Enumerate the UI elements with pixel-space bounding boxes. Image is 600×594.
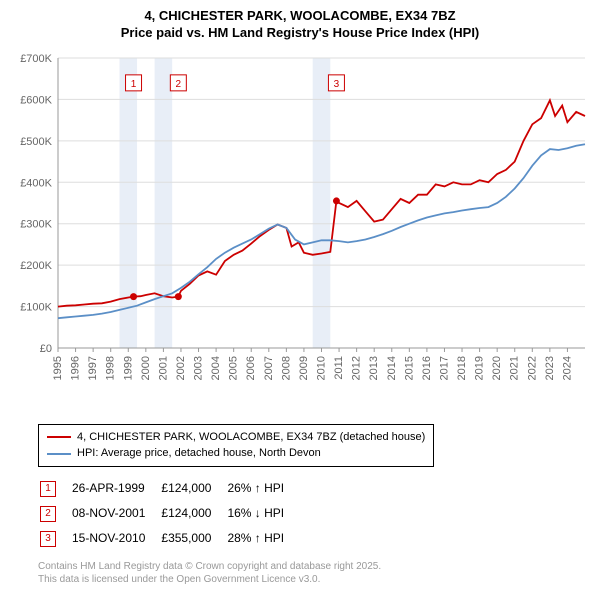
marker-date: 15-NOV-2010: [72, 527, 159, 550]
marker-number-box: 2: [40, 506, 56, 522]
x-tick-label: 2014: [386, 356, 398, 380]
footer: Contains HM Land Registry data © Crown c…: [38, 560, 590, 586]
x-tick-label: 1997: [87, 356, 99, 380]
title-block: 4, CHICHESTER PARK, WOOLACOMBE, EX34 7BZ…: [10, 8, 590, 42]
x-tick-label: 1999: [122, 356, 134, 380]
x-tick-label: 2009: [298, 356, 310, 380]
marker-dot: [130, 293, 137, 300]
x-tick-label: 2022: [526, 356, 538, 380]
marker-dot: [175, 293, 182, 300]
x-tick-label: 2001: [157, 356, 169, 380]
x-tick-label: 1996: [70, 356, 82, 380]
marker-box-number: 1: [131, 79, 137, 90]
x-tick-label: 2013: [368, 356, 380, 380]
x-tick-label: 2003: [193, 356, 205, 380]
legend-swatch: [47, 453, 71, 455]
x-tick-label: 2007: [263, 356, 275, 380]
y-tick-label: £0: [40, 343, 52, 355]
marker-delta: 26% ↑ HPI: [227, 477, 298, 500]
y-tick-label: £300K: [20, 218, 52, 230]
footer-line-1: Contains HM Land Registry data © Crown c…: [38, 560, 590, 573]
legend-row: HPI: Average price, detached house, Nort…: [47, 445, 425, 462]
title-line-1: 4, CHICHESTER PARK, WOOLACOMBE, EX34 7BZ: [10, 8, 590, 25]
marker-delta: 28% ↑ HPI: [227, 527, 298, 550]
y-tick-label: £400K: [20, 177, 52, 189]
x-tick-label: 2012: [351, 356, 363, 380]
chart-container: 4, CHICHESTER PARK, WOOLACOMBE, EX34 7BZ…: [0, 0, 600, 594]
y-tick-label: £100K: [20, 301, 52, 313]
x-tick-label: 2008: [280, 356, 292, 380]
marker-price: £124,000: [161, 502, 225, 525]
marker-date: 08-NOV-2001: [72, 502, 159, 525]
marker-delta: 16% ↓ HPI: [227, 502, 298, 525]
marker-row: 1 26-APR-1999£124,00026% ↑ HPI: [40, 477, 298, 500]
marker-row: 3 15-NOV-2010£355,00028% ↑ HPI: [40, 527, 298, 550]
marker-box-number: 2: [176, 79, 182, 90]
marker-number-box: 3: [40, 531, 56, 547]
x-tick-label: 2018: [456, 356, 468, 380]
y-tick-label: £500K: [20, 136, 52, 148]
y-tick-label: £700K: [20, 53, 52, 65]
x-tick-label: 2010: [316, 356, 328, 380]
y-tick-label: £600K: [20, 94, 52, 106]
title-line-2: Price paid vs. HM Land Registry's House …: [10, 25, 590, 42]
x-tick-label: 2004: [210, 356, 222, 380]
legend-label: 4, CHICHESTER PARK, WOOLACOMBE, EX34 7BZ…: [77, 429, 425, 446]
legend-box: 4, CHICHESTER PARK, WOOLACOMBE, EX34 7BZ…: [38, 424, 434, 467]
x-tick-label: 2005: [228, 356, 240, 380]
line-chart-svg: £0 £100K £200K £300K £400K £500K £600K £700K 199…: [10, 48, 590, 418]
markers-table: 1 26-APR-1999£124,00026% ↑ HPI 2 08-NOV-200…: [38, 475, 300, 552]
legend-swatch: [47, 436, 71, 438]
x-tick-label: 2015: [403, 356, 415, 380]
x-tick-label: 2011: [333, 356, 345, 380]
legend-label: HPI: Average price, detached house, Nort…: [77, 445, 321, 462]
x-tick-label: 2021: [509, 356, 521, 380]
marker-row: 2 08-NOV-2001£124,00016% ↓ HPI: [40, 502, 298, 525]
x-tick-label: 2017: [438, 356, 450, 380]
x-tick-label: 2020: [491, 356, 503, 380]
x-tick-label: 2000: [140, 356, 152, 380]
x-tick-label: 2019: [474, 356, 486, 380]
x-tick-label: 2023: [544, 356, 556, 380]
legend-row: 4, CHICHESTER PARK, WOOLACOMBE, EX34 7BZ…: [47, 429, 425, 446]
marker-price: £124,000: [161, 477, 225, 500]
chart-area: £0 £100K £200K £300K £400K £500K £600K £700K 199…: [10, 48, 590, 418]
x-tick-label: 1995: [52, 356, 64, 380]
marker-date: 26-APR-1999: [72, 477, 159, 500]
x-tick-label: 2024: [561, 356, 573, 380]
x-tick-label: 2016: [421, 356, 433, 380]
marker-box-number: 3: [334, 79, 340, 90]
footer-line-2: This data is licensed under the Open Gov…: [38, 573, 590, 586]
y-tick-label: £200K: [20, 260, 52, 272]
marker-price: £355,000: [161, 527, 225, 550]
marker-number-box: 1: [40, 481, 56, 497]
x-tick-label: 2002: [175, 356, 187, 380]
marker-dot: [333, 197, 340, 204]
x-tick-label: 2006: [245, 356, 257, 380]
x-tick-label: 1998: [105, 356, 117, 380]
